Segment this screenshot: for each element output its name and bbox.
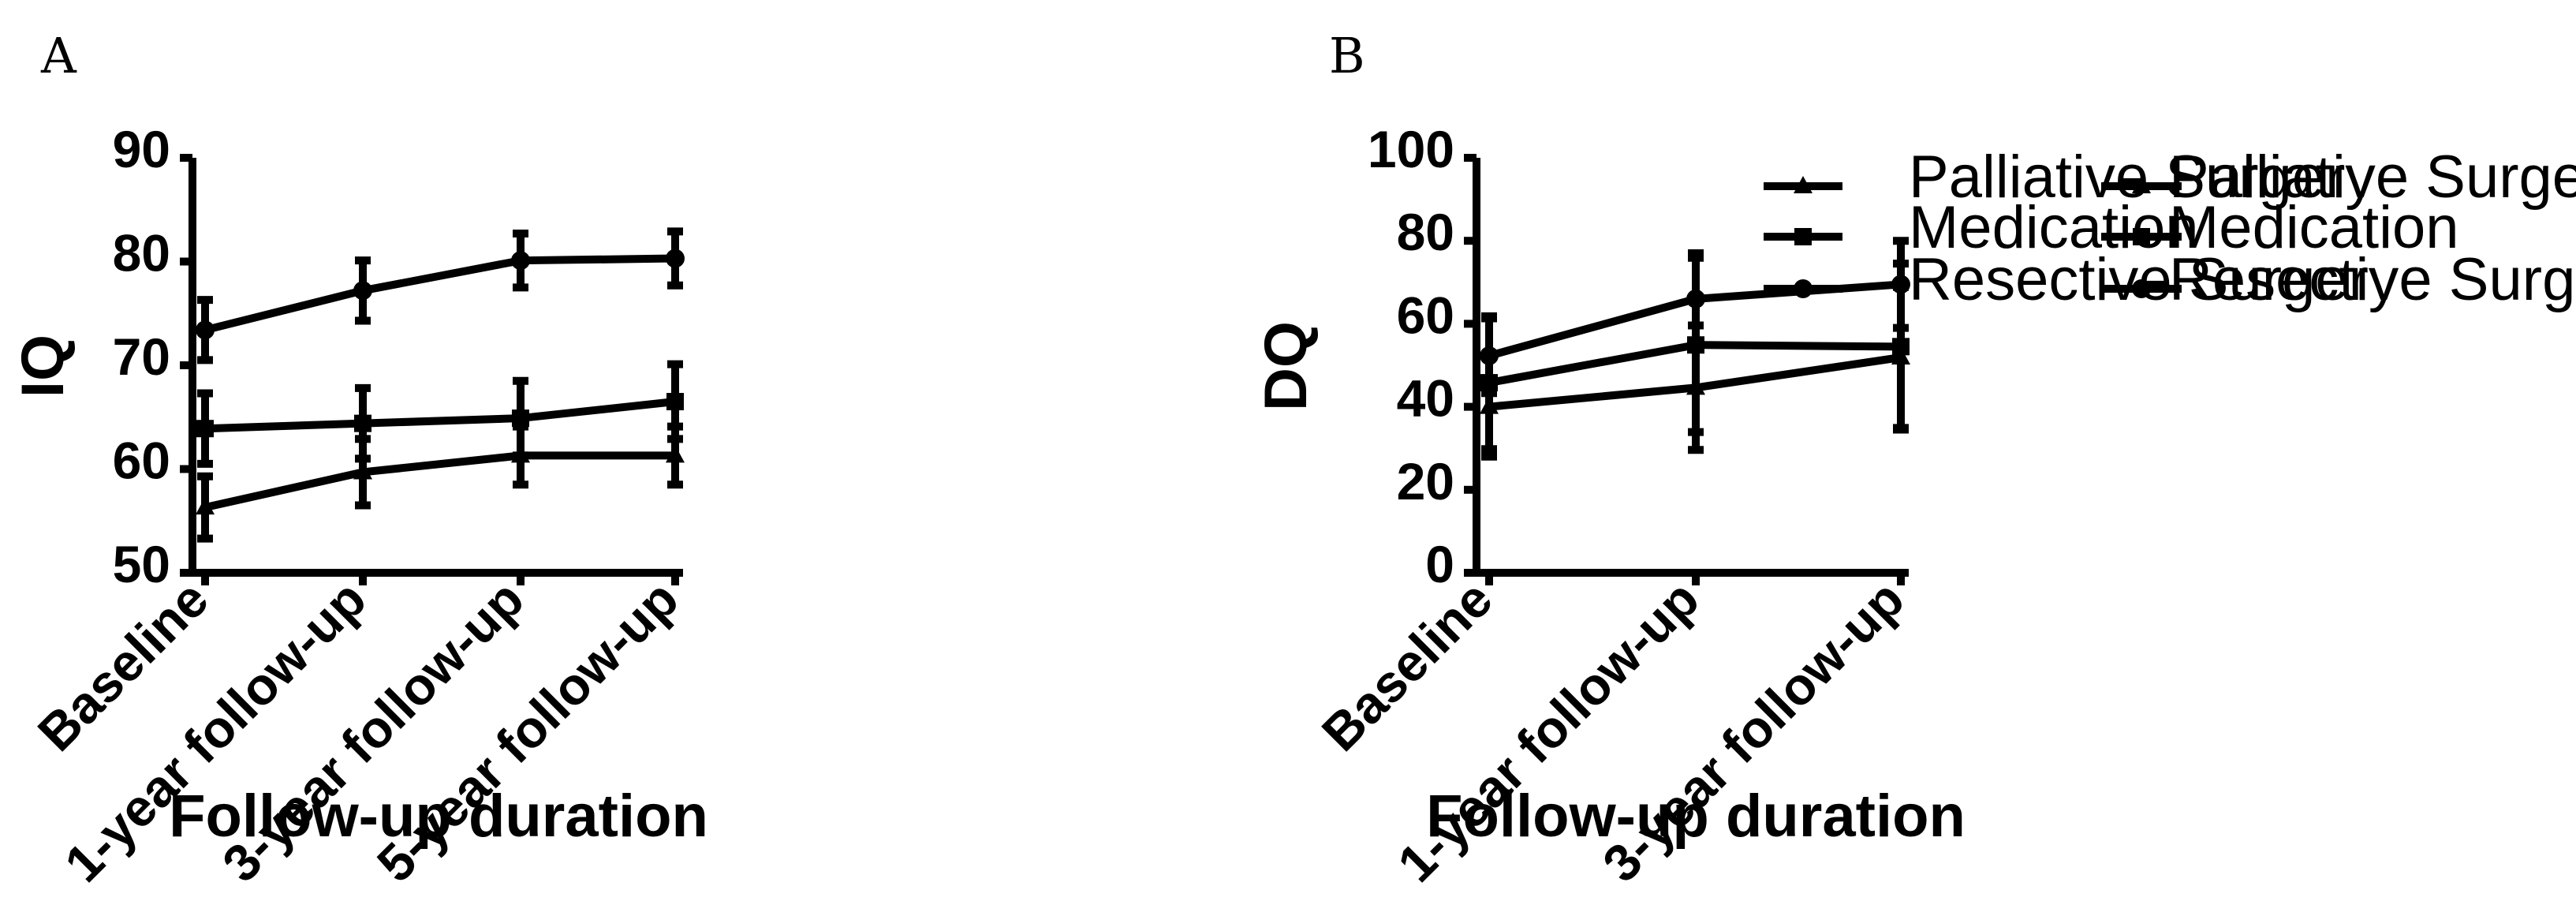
series-line-palliative-surgery: [203, 451, 675, 512]
y-tick-label: 20: [1397, 452, 1454, 510]
y-tick-label: 100: [1368, 120, 1454, 178]
series-line-resective-surgery: [203, 254, 676, 335]
y-tick-label: 80: [113, 224, 170, 282]
y-tick-label: 70: [113, 327, 170, 386]
series-line-medication: [204, 398, 676, 433]
panel-letter-a: A: [40, 27, 77, 84]
y-tick-label: 90: [113, 120, 170, 178]
legend-label-medication: Medication: [1909, 194, 2199, 261]
panel-letter-b: B: [1329, 27, 1365, 84]
y-tick-label: 60: [113, 432, 170, 490]
data-point-resective-surgery: [511, 251, 530, 271]
legend-label-resective-surgery: Resective Surgery: [2169, 246, 2576, 313]
y-tick-label: 80: [1397, 203, 1454, 261]
y-axis-title: DQ: [1253, 321, 1320, 411]
legend-marker-resective-surgery: [2132, 279, 2151, 298]
legend-marker-palliative-surgery: [1794, 176, 1813, 193]
y-tick-label: 0: [1425, 535, 1454, 593]
legend-marker-palliative-surgery: [2132, 176, 2151, 193]
x-axis-title: Follow-up duration: [1426, 783, 1966, 850]
data-point-medication: [666, 393, 684, 411]
y-tick-label: 40: [1397, 369, 1454, 428]
data-point-resective-surgery: [353, 281, 372, 301]
legend-label-palliative-surgery: Palliative Surgery: [2169, 144, 2576, 211]
data-point-medication: [196, 420, 214, 438]
y-tick-label: 50: [113, 535, 170, 593]
data-point-medication: [512, 409, 529, 428]
data-point-resective-surgery: [1891, 275, 1910, 294]
x-axis-title: Follow-up duration: [169, 783, 708, 850]
data-point-resective-surgery: [1686, 289, 1705, 308]
series-resective-surgery: [196, 227, 685, 365]
data-point-palliative-surgery: [666, 445, 685, 463]
data-point-resective-surgery: [196, 320, 215, 340]
data-point-resective-surgery: [1480, 346, 1499, 365]
legend-label-resective-surgery: Resective Surgery: [1909, 246, 2399, 313]
data-point-resective-surgery: [666, 249, 685, 268]
legend-marker-medication: [2133, 228, 2150, 245]
series-resective-surgery: [1480, 237, 1910, 398]
data-point-palliative-surgery: [353, 462, 372, 480]
legend-label-medication: Medication: [2169, 194, 2459, 261]
data-point-medication: [354, 414, 371, 432]
legend-marker-medication: [1794, 228, 1812, 245]
y-tick-label: 60: [1397, 286, 1454, 344]
y-axis-title: IQ: [9, 335, 77, 398]
data-point-palliative-surgery: [196, 497, 215, 515]
data-point-medication: [1892, 338, 1910, 356]
series-medication: [196, 360, 684, 468]
